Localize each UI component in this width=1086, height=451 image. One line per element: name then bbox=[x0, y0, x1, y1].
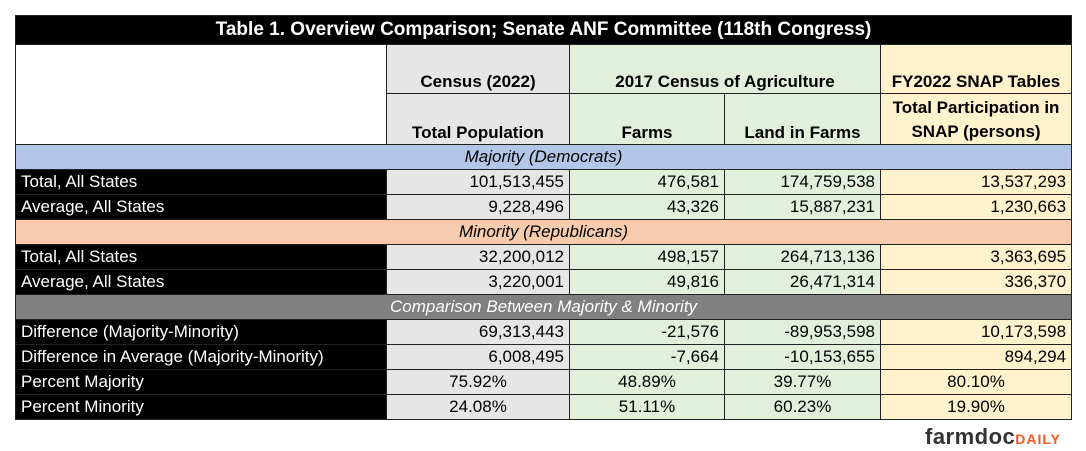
cell-farms: 43,326 bbox=[569, 194, 725, 220]
cell-land: -10,153,655 bbox=[724, 344, 881, 370]
cell-land: 174,759,538 bbox=[724, 169, 881, 195]
cell-population: 69,313,443 bbox=[386, 319, 570, 345]
table-row: Average, All States 9,228,496 43,326 15,… bbox=[15, 194, 1073, 220]
cell-snap: 3,363,695 bbox=[879, 244, 1073, 270]
table-row: Difference in Average (Majority-Minority… bbox=[15, 344, 1073, 370]
cell-snap: 1,230,663 bbox=[879, 194, 1073, 220]
cell-snap: 10,173,598 bbox=[879, 319, 1073, 345]
cell-farms: 48.89% bbox=[569, 369, 725, 395]
row-label: Average, All States bbox=[15, 269, 387, 295]
row-label: Average, All States bbox=[15, 194, 387, 220]
section-comparison: Comparison Between Majority & Minority bbox=[14, 294, 1073, 320]
table-title: Table 1. Overview Comparison; Senate ANF… bbox=[14, 15, 1073, 45]
section-majority: Majority (Democrats) bbox=[14, 144, 1073, 170]
row-label: Percent Minority bbox=[15, 394, 387, 420]
cell-population: 6,008,495 bbox=[386, 344, 570, 370]
row-label: Percent Majority bbox=[15, 369, 387, 395]
cell-land: 15,887,231 bbox=[724, 194, 881, 220]
row-label: Difference in Average (Majority-Minority… bbox=[15, 344, 387, 370]
row-label: Total, All States bbox=[15, 244, 387, 270]
cell-farms: 476,581 bbox=[569, 169, 725, 195]
col-header-farms: Farms bbox=[569, 93, 725, 145]
cell-snap: 19.90% bbox=[879, 394, 1073, 420]
farmdoc-daily-logo: farmdocDAILY bbox=[925, 424, 1061, 450]
cell-population: 32,200,012 bbox=[386, 244, 570, 270]
row-label: Total, All States bbox=[15, 169, 387, 195]
table-row: Average, All States 3,220,001 49,816 26,… bbox=[15, 269, 1073, 295]
table-row: Percent Minority 24.08% 51.11% 60.23% 19… bbox=[15, 394, 1073, 420]
cell-snap: 894,294 bbox=[879, 344, 1073, 370]
cell-land: 26,471,314 bbox=[724, 269, 881, 295]
snap-group-header: FY2022 SNAP Tables bbox=[879, 44, 1073, 94]
cell-snap: 13,537,293 bbox=[879, 169, 1073, 195]
cell-land: 60.23% bbox=[724, 394, 881, 420]
cell-population: 24.08% bbox=[386, 394, 570, 420]
census-group-header: Census (2022) bbox=[386, 44, 570, 94]
overview-table: Table 1. Overview Comparison; Senate ANF… bbox=[14, 15, 1073, 420]
cell-population: 9,228,496 bbox=[386, 194, 570, 220]
table-row: Percent Majority 75.92% 48.89% 39.77% 80… bbox=[15, 369, 1073, 395]
table-row: Total, All States 32,200,012 498,157 264… bbox=[15, 244, 1073, 270]
logo-farmdoc: farmdoc bbox=[925, 424, 1016, 449]
cell-population: 75.92% bbox=[386, 369, 570, 395]
row-label: Difference (Majority-Minority) bbox=[15, 319, 387, 345]
cell-farms: 51.11% bbox=[569, 394, 725, 420]
table-row: Difference (Majority-Minority) 69,313,44… bbox=[15, 319, 1073, 345]
cell-population: 3,220,001 bbox=[386, 269, 570, 295]
cell-farms: -7,664 bbox=[569, 344, 725, 370]
cell-snap: 80.10% bbox=[879, 369, 1073, 395]
cell-land: 264,713,136 bbox=[724, 244, 881, 270]
col-header-land: Land in Farms bbox=[724, 93, 881, 145]
logo-daily: DAILY bbox=[1015, 431, 1062, 447]
section-minority: Minority (Republicans) bbox=[14, 219, 1073, 245]
cell-snap: 336,370 bbox=[879, 269, 1073, 295]
header-blank bbox=[15, 44, 387, 145]
cell-land: 39.77% bbox=[724, 369, 881, 395]
col-header-snap: Total Participation in SNAP (persons) bbox=[879, 93, 1073, 145]
ag-census-group-header: 2017 Census of Agriculture bbox=[569, 44, 881, 94]
cell-farms: 498,157 bbox=[569, 244, 725, 270]
cell-farms: 49,816 bbox=[569, 269, 725, 295]
table-row: Total, All States 101,513,455 476,581 17… bbox=[15, 169, 1073, 195]
cell-farms: -21,576 bbox=[569, 319, 725, 345]
cell-land: -89,953,598 bbox=[724, 319, 881, 345]
cell-population: 101,513,455 bbox=[386, 169, 570, 195]
col-header-population: Total Population bbox=[386, 93, 570, 145]
